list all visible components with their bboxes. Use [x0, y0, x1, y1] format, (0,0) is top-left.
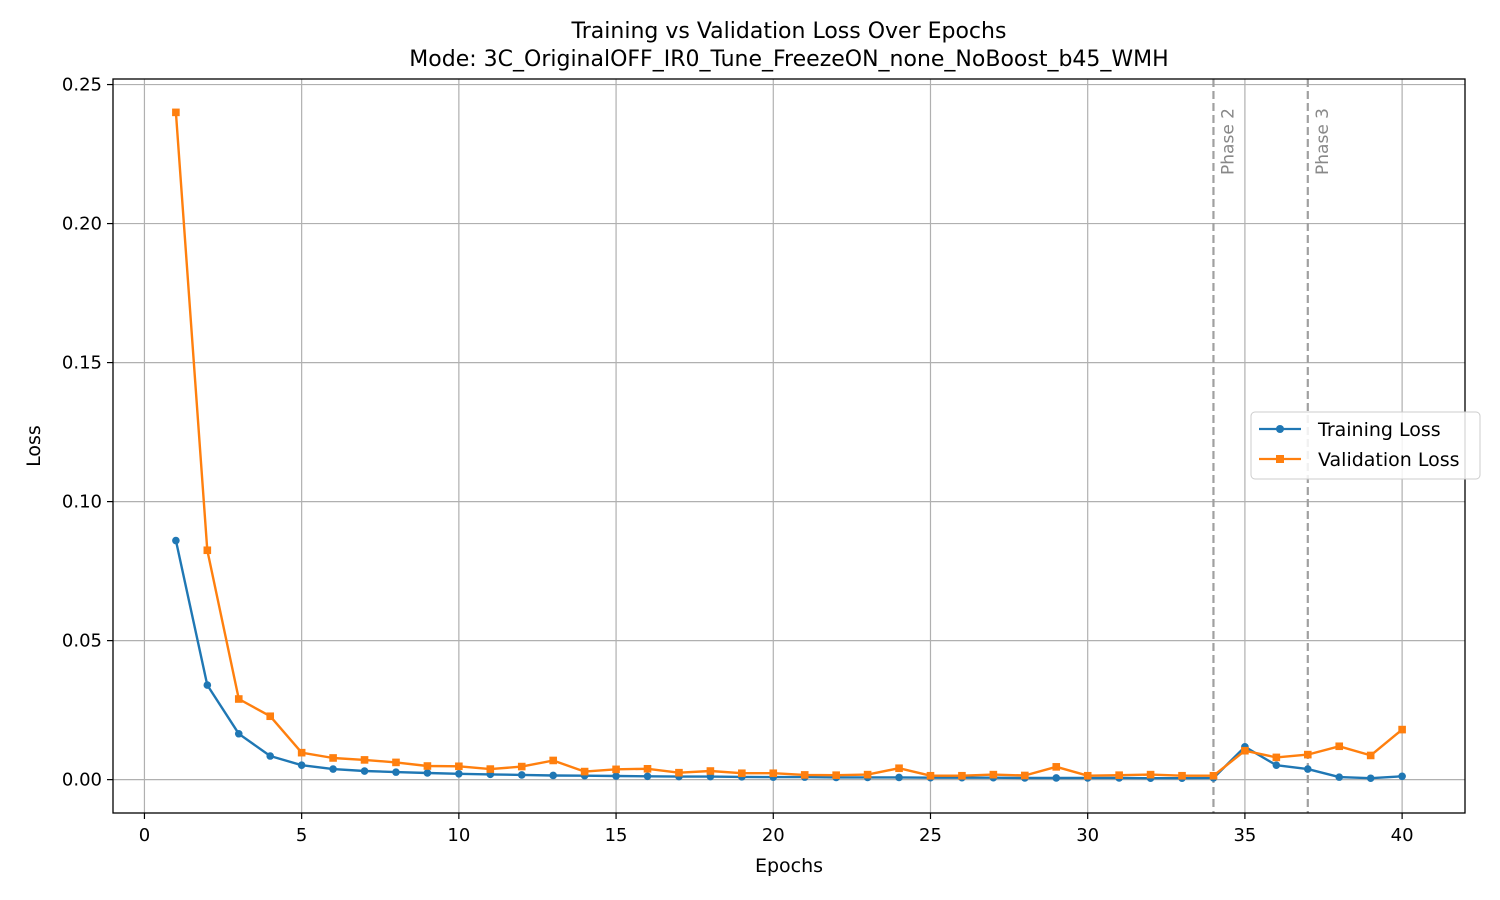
- training-point: [643, 772, 652, 781]
- validation-point: [580, 767, 589, 776]
- x-tick-label: 5: [296, 825, 307, 846]
- legend-box: [1250, 411, 1481, 480]
- validation-point: [1178, 771, 1186, 780]
- training-point: [549, 771, 557, 780]
- series-line-1: [174, 112, 1403, 777]
- validation-point: [1241, 746, 1249, 755]
- validation-point: [1209, 771, 1218, 780]
- validation-point: [329, 754, 337, 762]
- validation-point: [392, 758, 400, 767]
- validation-point: [1021, 771, 1029, 780]
- training-point: [1366, 774, 1375, 783]
- y-tick-label: 0.05: [62, 631, 102, 652]
- validation-point: [203, 546, 212, 555]
- validation-point: [423, 762, 432, 770]
- y-tick-label: 0.00: [62, 770, 102, 791]
- validation-point: [360, 756, 369, 764]
- training-point: [1052, 774, 1061, 782]
- training-point: [329, 765, 337, 773]
- validation-point: [832, 771, 840, 779]
- validation-point: [958, 771, 966, 780]
- validation-point: [1146, 770, 1155, 779]
- training-point: [612, 772, 620, 780]
- axis-ticks: 0 5 10 15 20 25 30 35 40 0.00 0.05 0.10 0.15 0.20 0.25: [62, 75, 1414, 846]
- x-tick-label: 25: [919, 825, 942, 846]
- training-point: [360, 767, 369, 775]
- x-tick-label: 30: [1076, 825, 1099, 846]
- validation-point: [234, 695, 243, 703]
- validation-point: [455, 762, 463, 771]
- validation-point: [1115, 771, 1123, 779]
- training-point: [172, 536, 180, 545]
- validation-point: [675, 768, 683, 777]
- x-tick-label: 10: [447, 825, 470, 846]
- training-point: [234, 729, 243, 738]
- y-tick-label: 0.15: [62, 353, 102, 374]
- phase-label: Phase 2: [1218, 108, 1238, 175]
- validation-point: [297, 748, 306, 757]
- chart-title: Training vs Validation Loss Over Epochs: [571, 19, 1007, 44]
- validation-point: [1335, 742, 1344, 751]
- legend: Training Loss Validation Loss: [1250, 411, 1481, 480]
- validation-point: [486, 765, 495, 773]
- validation-point: [612, 765, 620, 774]
- x-tick-label: 20: [762, 825, 785, 846]
- legend-marker-training: [1276, 425, 1284, 433]
- validation-point: [643, 764, 652, 773]
- training-point: [1303, 765, 1312, 773]
- validation-point: [1272, 753, 1281, 762]
- training-point: [266, 752, 275, 760]
- validation-point: [800, 771, 809, 779]
- x-tick-label: 15: [605, 825, 628, 846]
- training-point: [895, 773, 903, 782]
- validation-point: [1303, 750, 1312, 759]
- training-point: [392, 768, 400, 776]
- training-point: [423, 769, 432, 777]
- legend-label-training: Training Loss: [1317, 419, 1441, 441]
- training-point: [203, 681, 212, 689]
- validation-point: [989, 770, 998, 779]
- y-tick-label: 0.10: [62, 492, 102, 513]
- validation-point: [266, 712, 275, 721]
- training-point: [1335, 773, 1344, 781]
- x-axis-label: Epochs: [755, 855, 823, 877]
- y-tick-label: 0.20: [62, 214, 102, 235]
- legend-marker-validation: [1276, 455, 1284, 463]
- chart-subtitle: Mode: 3C_OriginalOFF_IR0_Tune_FreezeON_n…: [409, 47, 1168, 72]
- validation-point: [1052, 763, 1061, 771]
- validation-point: [738, 769, 746, 778]
- validation-point: [549, 756, 557, 765]
- validation-point: [706, 767, 715, 775]
- validation-point: [1083, 771, 1092, 780]
- validation-point: [769, 769, 778, 778]
- y-axis-label: Loss: [23, 425, 45, 467]
- validation-point: [1398, 725, 1406, 734]
- x-tick-label: 35: [1233, 825, 1256, 846]
- training-point: [455, 769, 463, 778]
- series-line-0: [174, 540, 1403, 780]
- x-tick-label: 40: [1391, 825, 1414, 846]
- y-tick-label: 0.25: [62, 75, 102, 96]
- training-point: [1272, 761, 1281, 769]
- training-point: [297, 761, 306, 769]
- training-point: [1398, 772, 1406, 781]
- x-tick-label: 0: [139, 825, 150, 846]
- plot-series: [172, 108, 1406, 783]
- validation-point: [1366, 751, 1375, 760]
- validation-point: [926, 771, 935, 780]
- validation-point: [517, 762, 526, 771]
- validation-point: [895, 764, 903, 773]
- validation-point: [172, 108, 180, 117]
- validation-point: [863, 770, 872, 779]
- phase-label: Phase 3: [1313, 108, 1333, 175]
- training-point: [517, 771, 526, 779]
- grid: [113, 79, 1465, 813]
- legend-label-validation: Validation Loss: [1318, 449, 1460, 471]
